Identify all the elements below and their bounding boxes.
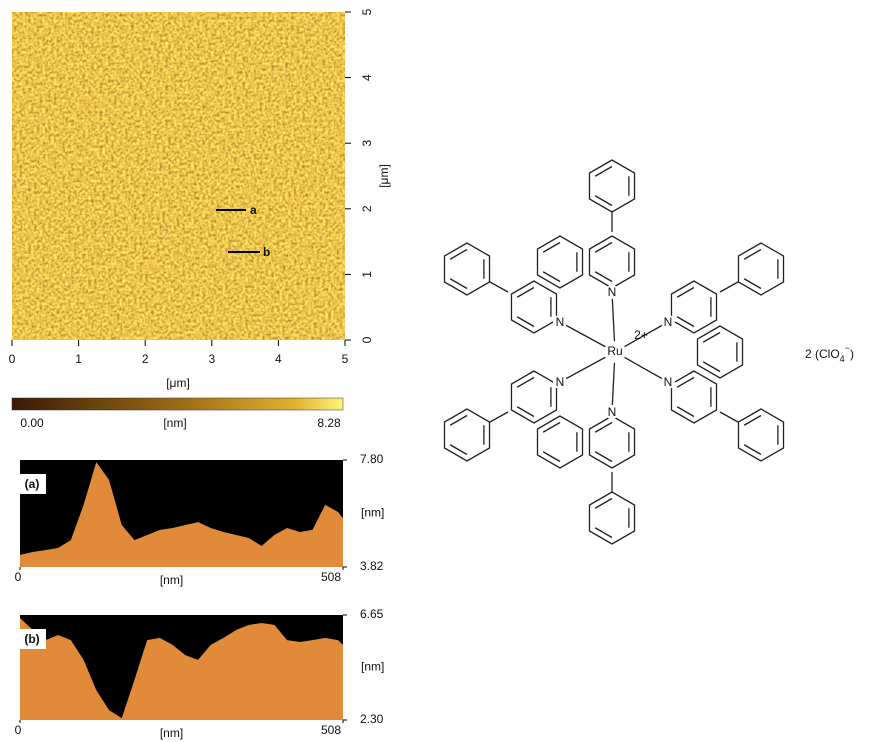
atom-label: N	[664, 375, 673, 389]
y-tick-label: 2.30	[360, 712, 384, 726]
y-tick-label: 3	[360, 140, 374, 147]
ring	[738, 243, 783, 295]
ring	[671, 281, 716, 333]
ring	[537, 416, 582, 468]
x-tick-label: 4	[275, 352, 282, 366]
ring	[671, 371, 716, 423]
ring	[511, 371, 556, 423]
ring	[589, 492, 634, 544]
ring	[589, 416, 634, 468]
profile-label: (b)	[24, 632, 39, 646]
counter-ion-close: )	[850, 347, 854, 361]
y-axis-label: [nm]	[361, 506, 384, 520]
x-axis-label: [nm]	[160, 573, 183, 587]
counter-ion-subscript: 4	[840, 354, 845, 364]
colorbar	[12, 398, 343, 410]
bond	[720, 282, 738, 292]
atom-label: N	[556, 375, 565, 389]
x-tick-label: 508	[321, 570, 341, 584]
counter-ion-text: 2 (ClO	[805, 347, 840, 361]
afm-y-label: [μm]	[377, 164, 391, 188]
bond	[490, 282, 508, 292]
ring	[738, 409, 783, 461]
atom-label: N	[556, 315, 565, 329]
colorbar-unit: [nm]	[163, 416, 186, 430]
ring	[697, 326, 742, 378]
ring	[589, 236, 634, 288]
atom-label: N	[608, 285, 617, 299]
x-tick-label: 508	[321, 723, 341, 737]
ring	[537, 236, 582, 288]
x-tick-label: 0	[9, 352, 16, 366]
atom-label: N	[664, 315, 673, 329]
x-tick-label: 3	[208, 352, 215, 366]
figure: [μm] [μm] a b [nm] Ru 2+ 2 (ClO4−) 0 1 2 3 4…	[0, 0, 882, 742]
y-tick-label: 7.80	[360, 452, 384, 466]
y-tick-label: 2	[360, 205, 374, 212]
bond	[720, 412, 738, 422]
bond	[490, 412, 508, 422]
ring	[511, 281, 556, 333]
x-tick-label: 5	[342, 352, 349, 366]
x-tick-label: 0	[15, 570, 22, 584]
x-tick-label: 1	[75, 352, 82, 366]
metal-label: Ru	[607, 344, 622, 358]
ring	[589, 160, 634, 212]
y-tick-label: 5	[360, 8, 374, 15]
y-tick-label: 1	[360, 271, 374, 278]
x-tick-label: 2	[142, 352, 149, 366]
counter-ion: 2 (ClO4−)	[805, 343, 854, 364]
afm-x-label: [μm]	[166, 376, 190, 390]
y-tick-label: 3.82	[360, 559, 384, 573]
charge-label: 2+	[634, 328, 648, 342]
y-tick-label: 6.65	[360, 607, 384, 621]
ring	[444, 409, 489, 461]
marker-label: b	[263, 245, 270, 259]
y-axis-label: [nm]	[361, 660, 384, 674]
x-axis-label: [nm]	[160, 726, 183, 740]
colorbar-tick-label: 0.00	[20, 416, 44, 430]
y-tick-label: 0	[360, 336, 374, 343]
marker-label: a	[250, 203, 257, 217]
atom-label: N	[608, 405, 617, 419]
afm-image	[12, 12, 345, 340]
y-tick-label: 4	[360, 74, 374, 81]
colorbar-tick-label: 8.28	[317, 416, 341, 430]
profile-label: (a)	[25, 477, 40, 491]
x-tick-label: 0	[15, 723, 22, 737]
ring	[444, 243, 489, 295]
